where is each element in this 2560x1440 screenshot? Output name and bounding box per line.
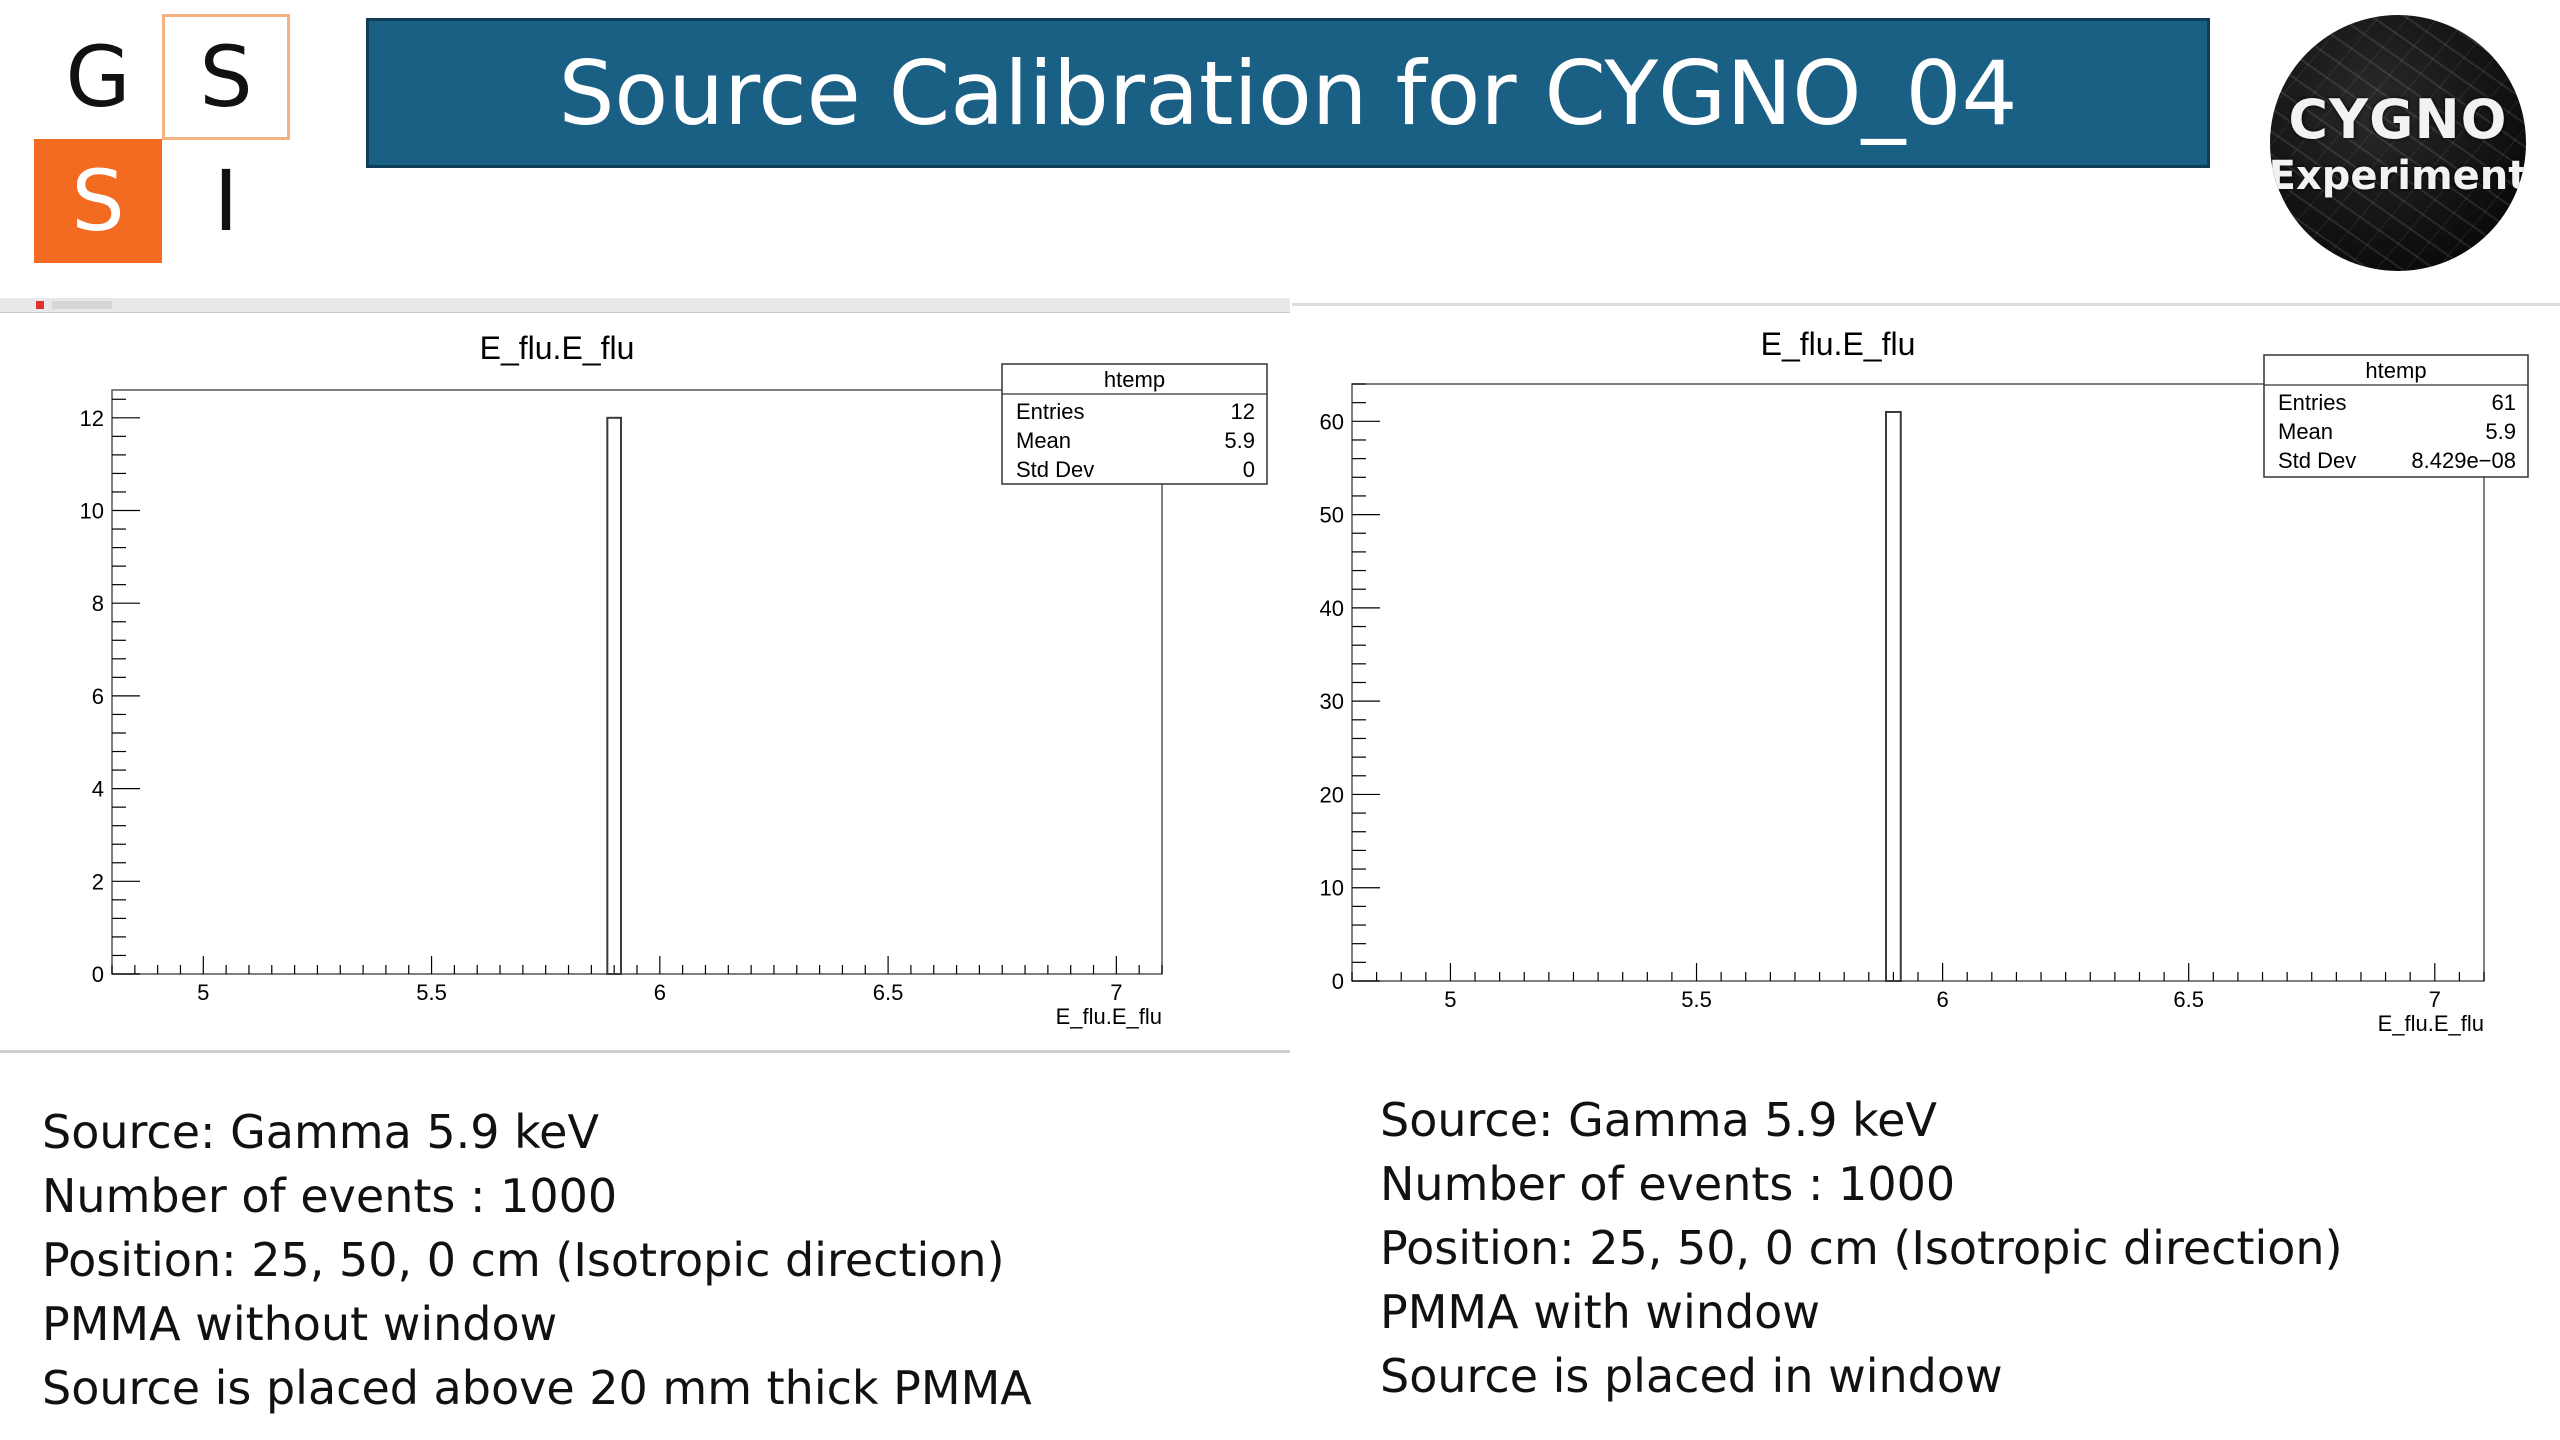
x-tick-label: 5 — [197, 980, 209, 1005]
x-axis-title: E_flu.E_flu — [2378, 1011, 2484, 1036]
slide-title: Source Calibration for CYGNO_04 — [366, 18, 2210, 168]
x-tick-label: 6.5 — [873, 980, 904, 1005]
canvas-top-border — [1292, 303, 2560, 306]
x-tick-label: 7 — [2429, 987, 2441, 1012]
canvas-tab-close-icon[interactable] — [36, 301, 44, 309]
x-tick-label: 6 — [654, 980, 666, 1005]
badge-line-2: Experiment — [2270, 152, 2526, 199]
stats-label: Entries — [1016, 399, 1084, 424]
histogram-bin — [1885, 410, 1902, 982]
note-line: Position: 25, 50, 0 cm (Isotropic direct… — [42, 1233, 1005, 1287]
logo-letter-s-top: S — [162, 14, 290, 140]
stats-label: Std Dev — [1016, 457, 1094, 482]
y-tick-label: 20 — [1320, 782, 1344, 807]
histogram-left-svg: E_flu.E_flu 5 5.5 6 6.5 7 0 2 4 6 8 10 12 E_flu.E_flu… — [80, 330, 1268, 1029]
stats-box — [1001, 363, 1268, 485]
y-tick-label: 40 — [1320, 596, 1344, 621]
canvas-tab-strip — [0, 298, 1290, 313]
stats-name: htemp — [2365, 358, 2426, 383]
y-tick-label: 2 — [92, 869, 104, 894]
root-canvas-right: E_flu.E_flu 5 5.5 6 6.5 7 0 10 20 30 40 50 60 E_flu.E… — [1292, 303, 2560, 1063]
stats-value: 12 — [1231, 399, 1255, 424]
x-axis-title: E_flu.E_flu — [1056, 1004, 1162, 1029]
stats-label: Entries — [2278, 390, 2346, 415]
x-tick-label: 5.5 — [1681, 987, 1712, 1012]
note-line: Source: Gamma 5.9 keV — [42, 1105, 599, 1159]
stats-name: htemp — [1104, 367, 1165, 392]
y-tick-label: 0 — [1332, 969, 1344, 994]
histogram-title: E_flu.E_flu — [1761, 326, 1916, 362]
y-tick-label: 0 — [92, 962, 104, 987]
right-notes: Source: Gamma 5.9 keV Number of events :… — [1380, 1088, 2343, 1408]
y-tick-label: 10 — [1320, 876, 1344, 901]
x-tick-label: 7 — [1110, 980, 1122, 1005]
y-tick-label: 4 — [92, 777, 104, 802]
stats-value: 5.9 — [2485, 419, 2516, 444]
badge-line-1: CYGNO — [2288, 87, 2508, 151]
histogram-right-svg: E_flu.E_flu 5 5.5 6 6.5 7 0 10 20 30 40 50 60 E_flu.E… — [1320, 326, 2529, 1036]
note-line: Number of events : 1000 — [42, 1169, 618, 1223]
histogram-bin — [606, 416, 623, 976]
cygno-experiment-logo: CYGNO Experiment — [2270, 15, 2526, 271]
logo-letter-i: I — [213, 152, 239, 250]
note-line: Source: Gamma 5.9 keV — [1380, 1093, 1937, 1147]
note-line: Source is placed in window — [1380, 1349, 2003, 1403]
logo-letter-g: G — [65, 28, 131, 126]
y-tick-label: 8 — [92, 591, 104, 616]
stats-value: 8.429e−08 — [2411, 448, 2516, 473]
note-line: Position: 25, 50, 0 cm (Isotropic direct… — [1380, 1221, 2343, 1275]
note-line: PMMA with window — [1380, 1285, 1820, 1339]
logo-letter-s-bottom: S — [34, 139, 162, 263]
note-line: PMMA without window — [42, 1297, 558, 1351]
histogram-title: E_flu.E_flu — [480, 330, 635, 366]
note-line: Number of events : 1000 — [1380, 1157, 1956, 1211]
y-tick-label: 10 — [80, 499, 104, 524]
stats-value: 5.9 — [1224, 428, 1255, 453]
canvas-bottom-border — [0, 1050, 1290, 1053]
stats-value: 0 — [1243, 457, 1255, 482]
root-canvas-left: E_flu.E_flu 5 5.5 6 6.5 7 0 2 4 6 8 10 12 E_flu.E_flu… — [0, 298, 1290, 1058]
note-line: Source is placed above 20 mm thick PMMA — [42, 1361, 1032, 1415]
y-tick-label: 30 — [1320, 689, 1344, 714]
y-tick-label: 12 — [80, 406, 104, 431]
y-tick-label: 50 — [1320, 503, 1344, 528]
left-notes: Source: Gamma 5.9 keV Number of events :… — [42, 1100, 1032, 1420]
stats-value: 61 — [2492, 390, 2516, 415]
stats-label: Std Dev — [2278, 448, 2356, 473]
stats-label: Mean — [2278, 419, 2333, 444]
stats-label: Mean — [1016, 428, 1071, 453]
canvas-tab-editor[interactable] — [52, 301, 112, 309]
x-tick-label: 6.5 — [2173, 987, 2204, 1012]
x-tick-label: 6 — [1936, 987, 1948, 1012]
y-tick-label: 60 — [1320, 409, 1344, 434]
x-tick-label: 5.5 — [416, 980, 447, 1005]
y-tick-label: 6 — [92, 684, 104, 709]
x-tick-label: 5 — [1444, 987, 1456, 1012]
stats-box — [2263, 354, 2529, 478]
